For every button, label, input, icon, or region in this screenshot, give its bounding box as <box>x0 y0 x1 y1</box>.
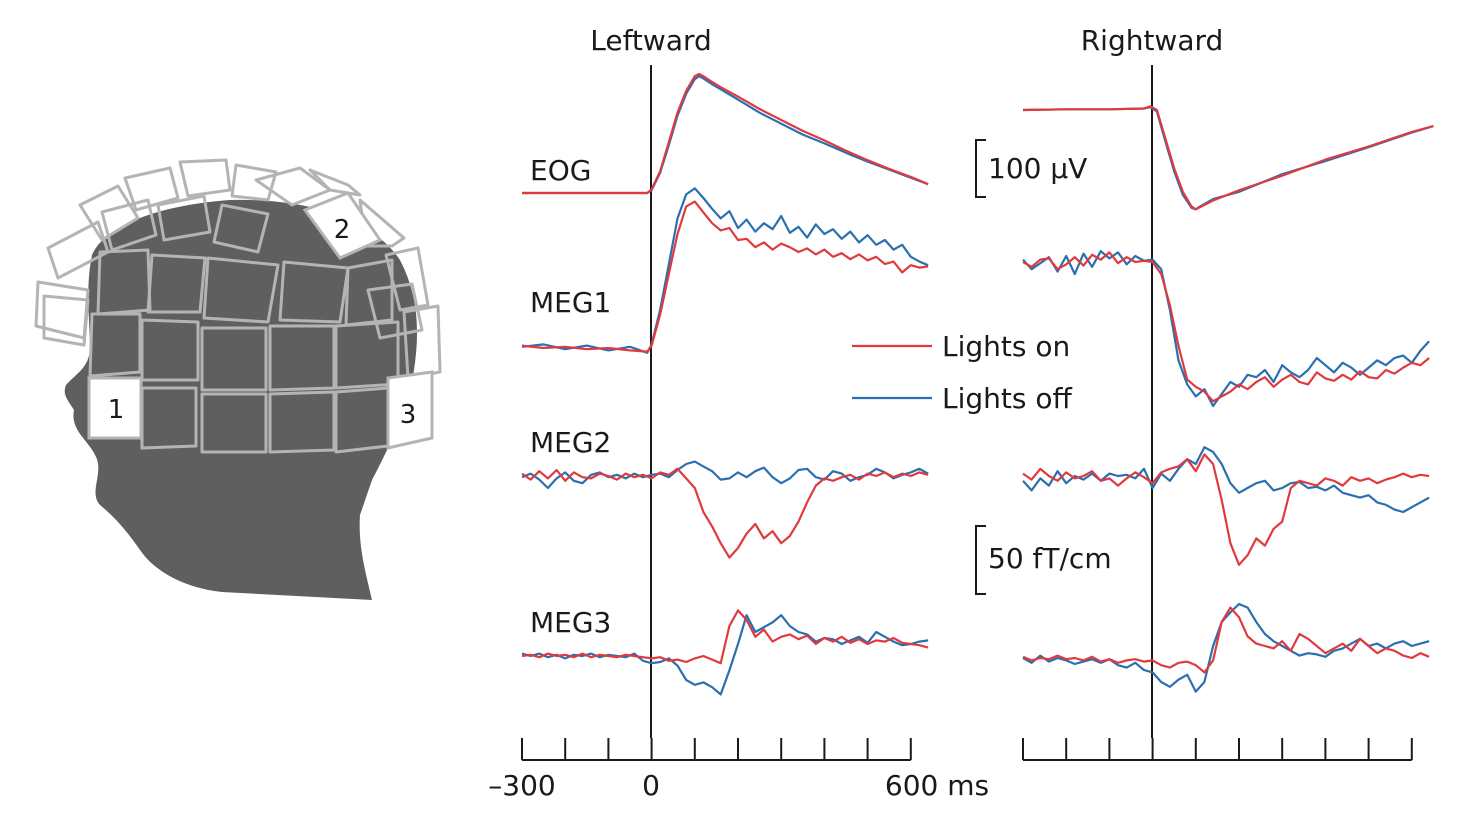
head-silhouette <box>64 199 418 601</box>
rightward-meg2-lights-off-trace <box>1022 446 1430 514</box>
sensor-3: 3 <box>386 370 434 450</box>
leftward-eog-lights-on-trace <box>522 72 929 195</box>
leftward-meg2-lights-on-trace <box>521 467 929 559</box>
scale-bar-meg: 50 fT/cm <box>975 525 1112 595</box>
leftward-meg2-lights-off-trace <box>521 460 929 490</box>
sensor-cell <box>278 260 350 324</box>
scale-bar-meg-label: 50 fT/cm <box>988 542 1112 575</box>
sensor-cell <box>42 294 90 347</box>
sensor-cell <box>78 184 140 242</box>
panel-title-rightward: Rightward <box>1081 24 1224 57</box>
panel-title-leftward: Leftward <box>590 24 712 57</box>
sensor-cell <box>202 256 280 324</box>
head-illustration: 1 2 3 <box>34 158 442 601</box>
channel-label-eog: EOG <box>530 154 591 187</box>
leftward-meg1-lights-off-trace <box>521 187 929 354</box>
sensor-cell <box>268 324 336 392</box>
legend-label-lights-off: Lights off <box>942 382 1072 415</box>
channel-label-meg3: MEG3 <box>530 606 611 639</box>
channel-label-meg2: MEG2 <box>530 426 611 459</box>
sensor-cell <box>402 304 442 380</box>
sensor-cell <box>344 258 394 327</box>
channel-label-meg1: MEG1 <box>530 286 611 319</box>
sensor-cell <box>96 248 152 316</box>
sensor-2-label: 2 <box>334 215 351 245</box>
sensor-cell <box>268 390 336 454</box>
leftward-meg1-lights-on-trace <box>521 200 929 353</box>
axis-tick-label-0: 0 <box>642 769 660 802</box>
scale-bar-eog: 100 µV <box>975 139 1087 198</box>
legend: Lights on Lights off <box>852 330 1072 415</box>
sensor-1: 1 <box>87 376 143 440</box>
sensor-cell <box>308 168 362 197</box>
sensor-cell <box>123 166 180 212</box>
axis-tick-label-600ms: 600 ms <box>885 769 989 802</box>
legend-label-lights-on: Lights on <box>942 330 1070 363</box>
sensor-cell <box>178 158 232 198</box>
rightward-meg3-lights-on-trace <box>1022 606 1430 674</box>
leftward-meg3-lights-on-trace <box>521 609 929 665</box>
sensor-cell <box>212 203 270 254</box>
sensor-cell <box>200 392 268 454</box>
scale-bar-eog-label: 100 µV <box>988 152 1087 185</box>
leftward-meg3-lights-off-trace <box>521 614 929 696</box>
sensor-1-label: 1 <box>108 395 125 425</box>
sensor-cell <box>100 198 158 252</box>
rightward-meg1-lights-on-trace <box>1022 251 1430 403</box>
rightward-meg2-lights-on-trace <box>1022 453 1430 566</box>
sensor-cell <box>88 312 142 378</box>
sensor-cell <box>140 318 200 382</box>
sensor-cell <box>200 326 268 392</box>
sensor-2: 2 <box>302 191 383 260</box>
sensor-cell <box>156 194 212 242</box>
sensor-cell <box>384 246 430 312</box>
axis-tick-label-minus300: –300 <box>488 769 555 802</box>
rightward-eog-lights-on-trace <box>1022 105 1434 211</box>
sensor-3-label: 3 <box>400 400 417 430</box>
sensor-cell <box>230 163 278 202</box>
time-axes <box>521 738 1413 761</box>
traces <box>521 72 1434 696</box>
sensor-cell <box>146 253 207 314</box>
rightward-meg1-lights-off-trace <box>1022 250 1430 408</box>
rightward-meg3-lights-off-trace <box>1022 602 1430 693</box>
